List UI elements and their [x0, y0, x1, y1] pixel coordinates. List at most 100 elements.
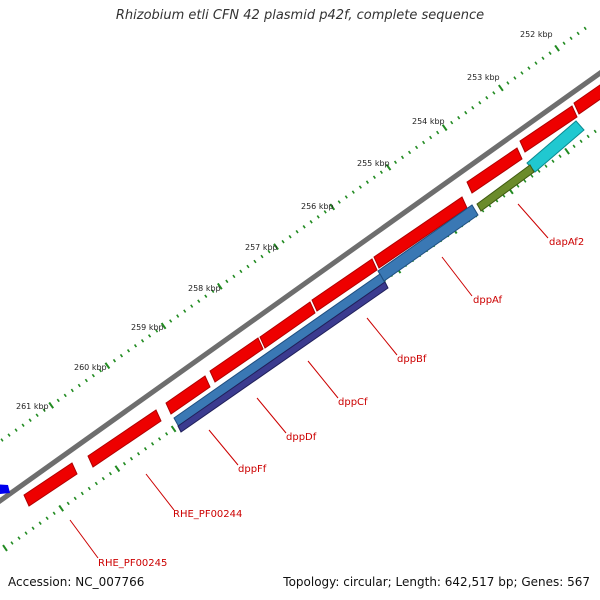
- major-tick: [497, 84, 504, 92]
- gene-label-dppDf[interactable]: dppDf: [286, 432, 317, 443]
- minor-tick: [541, 56, 545, 60]
- minor-tick: [35, 413, 39, 418]
- feature-bar-olive[interactable]: [476, 164, 535, 212]
- accession-text: Accession: NC_007766: [8, 575, 145, 589]
- cds-arrow[interactable]: [209, 337, 264, 383]
- cds-arrow[interactable]: [23, 462, 78, 507]
- minor-tick: [155, 329, 159, 333]
- minor-tick: [572, 144, 576, 149]
- minor-tick: [358, 185, 362, 189]
- minor-tick: [140, 339, 145, 343]
- minor-tick: [157, 437, 162, 441]
- feature-bar-darkblue[interactable]: [0, 484, 10, 495]
- minor-tick: [260, 254, 264, 259]
- minor-tick: [94, 481, 98, 486]
- minor-tick: [136, 452, 141, 456]
- minor-tick: [190, 304, 194, 308]
- minor-tick: [576, 31, 580, 36]
- tick-label: 253 kbp: [467, 73, 500, 82]
- minor-tick: [393, 160, 398, 165]
- minor-tick: [232, 274, 236, 279]
- gene-label-dppCf[interactable]: dppCf: [338, 397, 368, 408]
- cds-arrow[interactable]: [259, 301, 316, 349]
- cds-arrow[interactable]: [87, 409, 162, 468]
- major-tick: [554, 44, 560, 52]
- minor-tick: [323, 210, 327, 214]
- minor-tick: [379, 170, 383, 174]
- minor-tick: [457, 115, 461, 120]
- minor-tick: [133, 344, 138, 348]
- major-tick: [564, 147, 570, 155]
- gene-labels: dapAf2 dppAf dppBf dppCf dppDf dppFf RHE…: [98, 237, 584, 569]
- major-tick: [48, 401, 55, 409]
- minor-tick: [544, 164, 548, 168]
- minor-tick: [101, 476, 105, 481]
- minor-tick: [530, 174, 534, 178]
- gene-label-dppAf[interactable]: dppAf: [473, 295, 503, 306]
- major-tick: [104, 362, 111, 370]
- minor-tick: [253, 259, 257, 264]
- minor-tick: [143, 447, 148, 451]
- minor-tick: [70, 388, 74, 393]
- minor-tick: [422, 140, 426, 145]
- minor-tick: [558, 154, 562, 158]
- feature-bar-blue[interactable]: [377, 204, 479, 282]
- cds-arrow[interactable]: [311, 258, 378, 312]
- minor-tick: [295, 229, 299, 234]
- minor-tick: [593, 129, 597, 134]
- minor-tick: [520, 71, 524, 75]
- minor-tick: [579, 139, 583, 144]
- feature-track: [0, 120, 585, 495]
- tick-label: 259 kbp: [131, 323, 164, 332]
- gene-label-dppBf[interactable]: dppBf: [397, 354, 427, 365]
- tick-label: 254 kbp: [412, 117, 445, 126]
- cds-arrow[interactable]: [573, 78, 600, 115]
- minor-tick: [365, 180, 369, 184]
- minor-tick: [0, 438, 4, 442]
- minor-tick: [126, 349, 131, 353]
- feature-bar-navy[interactable]: [177, 281, 389, 433]
- map-title: Rhizobium etli CFN 42 plasmid p42f, comp…: [115, 8, 485, 23]
- gene-label-dapAf2[interactable]: dapAf2: [549, 237, 584, 248]
- leader-line: [208, 429, 239, 466]
- minor-tick: [147, 334, 152, 338]
- minor-tick: [211, 289, 215, 294]
- major-tick: [160, 322, 167, 330]
- tick-label: 252 kbp: [520, 30, 553, 39]
- minor-tick: [302, 225, 306, 229]
- minor-tick: [471, 105, 475, 110]
- minor-tick: [372, 175, 376, 179]
- minor-tick: [506, 81, 510, 85]
- minor-tick: [337, 200, 341, 204]
- scale-labels: 252 kbp 253 kbp 254 kbp 255 kbp 256 kbp …: [16, 30, 553, 411]
- minor-tick: [537, 169, 541, 173]
- forward-cds-track: [23, 78, 600, 507]
- minor-tick: [169, 319, 173, 323]
- minor-tick: [24, 531, 28, 535]
- minor-tick: [165, 432, 169, 436]
- minor-tick: [562, 41, 566, 46]
- minor-tick: [281, 239, 285, 244]
- minor-tick: [316, 215, 320, 219]
- minor-tick: [436, 130, 440, 135]
- minor-tick: [407, 150, 412, 155]
- gene-label-rhe-pf00245[interactable]: RHE_PF00245: [98, 558, 167, 569]
- minor-tick: [66, 501, 70, 506]
- minor-tick: [38, 521, 42, 525]
- minor-tick: [129, 456, 134, 461]
- gene-label-rhe-pf00244[interactable]: RHE_PF00244: [173, 509, 242, 520]
- minor-tick: [548, 51, 552, 55]
- cds-arrow[interactable]: [466, 147, 523, 194]
- leader-line: [366, 317, 398, 356]
- minor-tick: [225, 279, 229, 284]
- major-tick: [329, 203, 336, 211]
- gene-label-dppFf[interactable]: dppFf: [238, 464, 267, 475]
- minor-tick: [45, 516, 49, 521]
- minor-tick: [56, 398, 60, 403]
- tick-label: 257 kbp: [245, 243, 278, 252]
- major-tick: [273, 243, 279, 251]
- cds-arrow[interactable]: [165, 375, 211, 415]
- minor-tick: [7, 433, 11, 437]
- cds-arrow[interactable]: [519, 105, 578, 153]
